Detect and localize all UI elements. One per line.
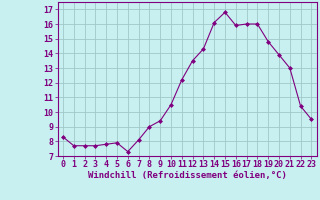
X-axis label: Windchill (Refroidissement éolien,°C): Windchill (Refroidissement éolien,°C) [88,171,287,180]
